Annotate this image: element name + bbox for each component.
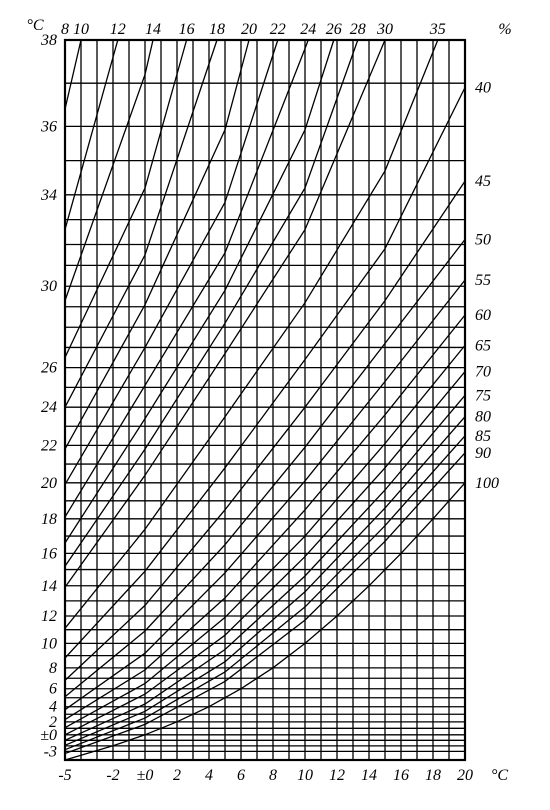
left-tick-label: -3 bbox=[44, 743, 57, 760]
top-tick-label: 24 bbox=[300, 21, 316, 38]
x-tick-label: 14 bbox=[361, 767, 377, 784]
left-tick-label: 38 bbox=[40, 32, 57, 49]
left-tick-label: 8 bbox=[49, 660, 57, 677]
humidity-line-26 bbox=[65, 40, 334, 543]
right-tick-label: 80 bbox=[475, 409, 491, 426]
humidity-line-14 bbox=[65, 40, 153, 301]
right-tick-label: 90 bbox=[475, 445, 491, 462]
left-tick-label: 36 bbox=[40, 118, 57, 135]
x-tick-label: 6 bbox=[237, 767, 245, 784]
x-tick-label: 20 bbox=[457, 767, 473, 784]
humidity-line-12 bbox=[65, 40, 118, 230]
humidity-line-40 bbox=[65, 88, 465, 659]
x-tick-label: 10 bbox=[297, 767, 313, 784]
right-tick-label: 50 bbox=[475, 232, 491, 249]
right-tick-label: 70 bbox=[475, 364, 491, 381]
right-axis-unit: % bbox=[498, 21, 511, 38]
right-tick-label: 100 bbox=[475, 475, 499, 492]
humidity-line-90 bbox=[65, 453, 465, 754]
humidity-line-28 bbox=[65, 40, 358, 566]
humidity-line-100 bbox=[65, 483, 465, 760]
right-tick-label: 45 bbox=[475, 173, 491, 190]
x-tick-label: -2 bbox=[106, 767, 119, 784]
x-tick-label: 2 bbox=[173, 767, 181, 784]
humidity-line-60 bbox=[65, 315, 465, 720]
top-tick-label: 22 bbox=[270, 21, 286, 38]
right-tick-label: 40 bbox=[475, 80, 491, 97]
top-tick-label: 10 bbox=[73, 21, 89, 38]
left-tick-label: 30 bbox=[40, 278, 57, 295]
x-tick-label: 4 bbox=[205, 767, 213, 784]
right-tick-label: 55 bbox=[475, 272, 491, 289]
psychrometric-nomogram: -5-2±02468101214161820°C-3±0246810121416… bbox=[0, 0, 550, 810]
humidity-line-10 bbox=[65, 40, 81, 109]
top-tick-label: 26 bbox=[326, 21, 342, 38]
x-tick-label: -5 bbox=[58, 767, 71, 784]
top-tick-label: 30 bbox=[376, 21, 393, 38]
humidity-line-18 bbox=[65, 40, 217, 407]
left-tick-label: 2 bbox=[49, 714, 57, 731]
humidity-line-35 bbox=[65, 40, 438, 628]
left-tick-label: 34 bbox=[40, 187, 57, 204]
left-tick-label: 4 bbox=[49, 699, 57, 716]
right-tick-label: 65 bbox=[475, 337, 491, 354]
x-tick-label: 18 bbox=[425, 767, 441, 784]
left-tick-label: 14 bbox=[41, 578, 57, 595]
left-tick-label: 24 bbox=[41, 399, 57, 416]
x-tick-label: ±0 bbox=[137, 767, 154, 784]
left-axis-unit: °C bbox=[26, 17, 43, 34]
left-tick-label: 18 bbox=[41, 511, 57, 528]
humidity-line-55 bbox=[65, 280, 465, 710]
x-tick-label: 8 bbox=[269, 767, 277, 784]
x-tick-label: 16 bbox=[393, 767, 409, 784]
top-tick-label: 14 bbox=[145, 21, 161, 38]
top-tick-label: 18 bbox=[209, 21, 225, 38]
top-tick-label: 8 bbox=[61, 21, 69, 38]
right-tick-label: 75 bbox=[475, 387, 491, 404]
left-tick-label: 16 bbox=[41, 545, 57, 562]
left-tick-label: 22 bbox=[41, 437, 57, 454]
top-tick-label: 20 bbox=[241, 21, 257, 38]
left-tick-label: 20 bbox=[41, 475, 57, 492]
left-tick-label: 6 bbox=[49, 681, 57, 698]
humidity-line-16 bbox=[65, 40, 187, 358]
right-tick-label: 85 bbox=[475, 428, 491, 445]
top-tick-label: 12 bbox=[110, 21, 126, 38]
left-tick-label: 12 bbox=[41, 608, 57, 625]
right-tick-label: 60 bbox=[475, 307, 491, 324]
top-tick-label: 28 bbox=[350, 21, 366, 38]
left-tick-label: 10 bbox=[41, 635, 57, 652]
left-tick-label: 26 bbox=[41, 360, 57, 377]
x-tick-label: 12 bbox=[329, 767, 345, 784]
plot-border bbox=[65, 40, 465, 760]
top-tick-label: 16 bbox=[179, 21, 195, 38]
x-axis-unit: °C bbox=[491, 767, 508, 784]
humidity-line-50 bbox=[65, 240, 465, 697]
top-tick-label: 35 bbox=[429, 21, 446, 38]
